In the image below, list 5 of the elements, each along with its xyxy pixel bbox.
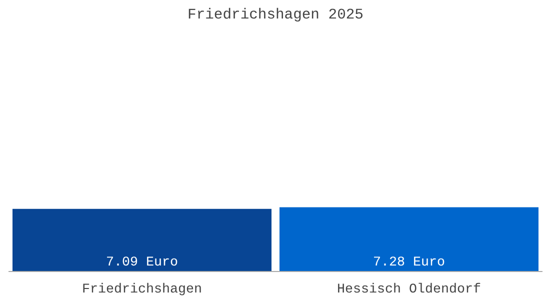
data-label: 7.28 Euro — [373, 256, 445, 270]
chart-title: Friedrichshagen 2025 — [188, 8, 364, 24]
x-tick-label: Friedrichshagen — [82, 282, 202, 298]
x-tick-label: Hessisch Oldendorf — [337, 282, 481, 298]
data-label: 7.09 Euro — [106, 256, 178, 270]
